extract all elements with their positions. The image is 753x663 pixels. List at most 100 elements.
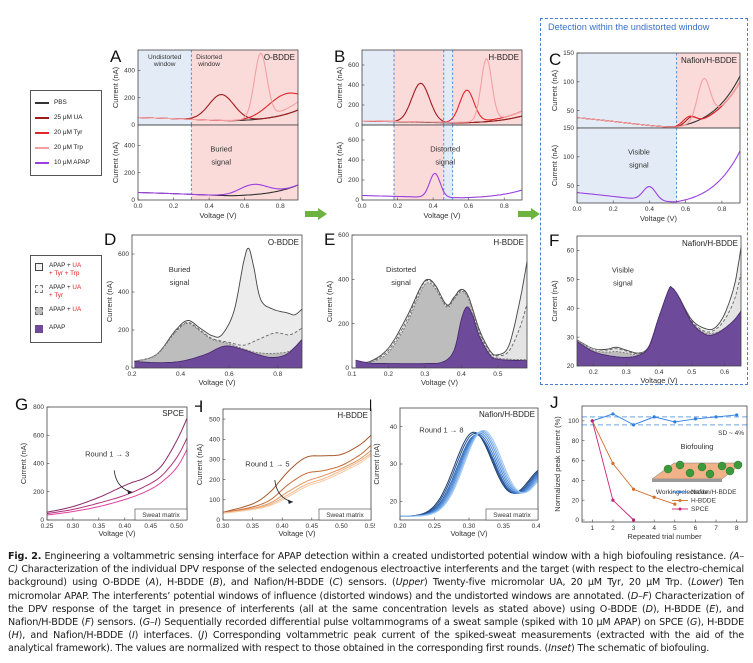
y-tick-label: 400 — [348, 157, 359, 164]
signal-annotation: signal — [629, 160, 649, 169]
y-tick-label: 200 — [124, 170, 135, 177]
x-axis-label: Repeated trial number — [627, 532, 702, 541]
plot-frame — [581, 405, 748, 523]
y-axis-label: Normalized peak current (%) — [553, 416, 562, 512]
y-tick-label: 30 — [567, 334, 575, 341]
data-point — [673, 420, 677, 424]
panel-label: A — [110, 47, 122, 66]
biofouling-particle-icon — [717, 461, 727, 471]
y-tick-label: 0 — [40, 517, 44, 524]
legend-swatch — [35, 101, 49, 104]
chart-panel-f: 0.2 0.3 0.4 0.5 0.6 20 30 40 50 60 Current (nA) Vol… — [549, 231, 742, 385]
x-tick-label: 0.2 — [384, 371, 393, 378]
legend-label: H-BDDE — [691, 498, 717, 505]
series-line — [222, 450, 372, 514]
y-tick-label: 20 — [567, 363, 575, 370]
signal-annotation: signal — [170, 278, 190, 287]
legend-label: APAP + UA + Tyr — [49, 284, 82, 299]
series-line — [222, 444, 372, 514]
y-tick-label: 40 — [572, 478, 580, 485]
data-point — [714, 415, 718, 419]
x-tick-label: 0.30 — [217, 523, 230, 530]
x-tick-label: 0.4 — [176, 371, 185, 378]
legend-swatch — [35, 131, 49, 134]
x-tick-label: 0.5 — [493, 371, 502, 378]
y-tick-label: 400 — [338, 277, 349, 284]
series-area — [577, 286, 741, 366]
legend-label: SPCE — [691, 506, 709, 513]
y-axis-label: Current (nA) — [335, 66, 344, 108]
data-point — [652, 415, 656, 419]
plot-frame — [131, 234, 303, 369]
legend-swatch — [35, 161, 49, 164]
x-tick-label: 0.2 — [589, 369, 598, 376]
x-tick-label: 0.35 — [93, 523, 106, 530]
data-point — [590, 419, 594, 423]
data-point — [631, 487, 636, 491]
y-tick-label: 400 — [124, 143, 135, 150]
chart-panel-h: 0.30 0.35 0.40 0.45 0.50 0.55 0 100 200 300 400 500… — [195, 397, 375, 538]
panel-label: F — [549, 231, 559, 250]
legend-swatch — [35, 146, 49, 149]
undistorted-window-label: Undistorted — [148, 54, 182, 61]
y-tick-label: 100 — [563, 154, 574, 161]
legend-item: APAP + UA + Tyr + Trp — [35, 262, 81, 278]
signal-annotation: Visible — [628, 147, 650, 156]
y-tick-label: 20 — [390, 499, 398, 506]
signal-annotation: Buried — [169, 265, 191, 274]
legend-swatch — [35, 263, 43, 271]
y-tick-label: 200 — [33, 489, 44, 496]
y-tick-label: 200 — [124, 95, 135, 102]
x-tick-label: 0.35 — [246, 523, 259, 530]
panel-label: E — [324, 230, 335, 249]
series-line — [138, 52, 299, 121]
series-line — [134, 247, 303, 362]
legend-label: 10 μM APAP — [54, 159, 90, 166]
x-tick-label: 0.40 — [532, 523, 540, 530]
series-line — [134, 322, 303, 362]
series-line — [355, 306, 527, 365]
y-tick-label: 150 — [563, 125, 574, 132]
y-tick-label: 0 — [131, 197, 135, 204]
y-axis-label: Current (nA) — [111, 141, 120, 183]
series-line — [355, 279, 528, 364]
signal-annotation: Visible — [612, 265, 634, 274]
x-tick-label: 0.8 — [500, 203, 509, 210]
data-point — [652, 495, 656, 499]
series-line — [46, 449, 188, 516]
y-tick-label: 0 — [355, 122, 359, 129]
legend-marker — [678, 499, 682, 502]
x-tick-label: 4 — [652, 525, 656, 532]
chart-panel-e: 0.1 0.2 0.3 0.4 0.5 0 200 400 600 Current (nA) Vol… — [324, 230, 528, 387]
x-tick-label: 5 — [673, 525, 677, 532]
series-line — [576, 77, 741, 128]
panel-label: H — [195, 397, 203, 416]
series-line — [362, 172, 523, 199]
y-tick-label: 400 — [118, 289, 129, 296]
biofouling-particle-icon — [725, 466, 735, 476]
working-electrode-label: Working electrode — [656, 489, 709, 496]
y-axis-label: Current (nA) — [550, 69, 559, 111]
x-tick-label: 0.55 — [365, 523, 375, 530]
distorted-window-region — [191, 125, 298, 200]
series-line — [591, 420, 634, 521]
electrode-label: H-BDDE — [493, 238, 524, 247]
x-tick-label: 0.6 — [720, 369, 729, 376]
legend-label: APAP — [49, 324, 66, 331]
sd-label: SD ~ 4% — [718, 430, 744, 437]
y-tick-label: 400 — [33, 461, 44, 468]
series-line — [362, 58, 523, 123]
legend-item: APAP — [35, 324, 65, 333]
legend-label: PBS — [54, 99, 67, 106]
x-axis-label: Voltage (V) — [278, 529, 316, 538]
chart-panel-i: 0.20 0.25 0.30 0.35 0.40 20 30 40 Current (nA) Vo… — [370, 396, 540, 538]
x-tick-label: 0.45 — [144, 523, 157, 530]
sweat-matrix-label: Sweat matrix — [142, 512, 180, 519]
electrode-label: H-BDDE — [488, 53, 519, 62]
sweat-matrix-label: Sweat matrix — [326, 512, 364, 519]
biofouling-particle-icon — [675, 460, 685, 470]
electrode-edge — [652, 479, 722, 482]
round-annotation: Round 1 → 5 — [245, 460, 289, 469]
series-line — [134, 321, 303, 362]
